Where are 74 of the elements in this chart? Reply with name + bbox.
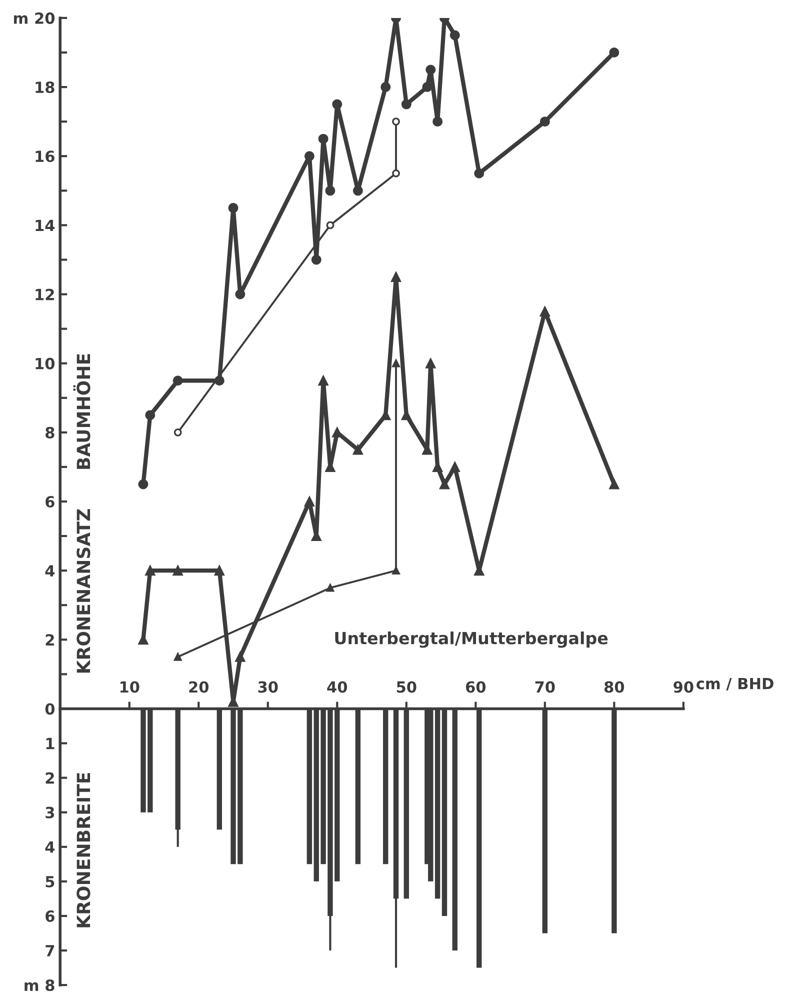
point bbox=[540, 306, 550, 317]
point bbox=[138, 479, 148, 490]
point bbox=[422, 82, 432, 92]
x-tick-label: 20 bbox=[189, 681, 209, 693]
point bbox=[326, 584, 334, 592]
point bbox=[228, 202, 238, 213]
point bbox=[311, 254, 322, 265]
point bbox=[540, 116, 550, 127]
y-tick-label: 4 bbox=[45, 565, 55, 576]
y-tick-label: 3 bbox=[46, 806, 54, 818]
point bbox=[325, 186, 336, 196]
y-tick-label: 7 bbox=[46, 945, 54, 956]
x-tick-label: 80 bbox=[604, 681, 624, 693]
y-tick-label: 2 bbox=[46, 772, 54, 784]
point bbox=[391, 272, 402, 282]
point bbox=[380, 82, 391, 92]
point bbox=[401, 99, 412, 110]
point bbox=[432, 116, 443, 127]
point bbox=[392, 359, 400, 368]
y-tick-label: 0 bbox=[45, 703, 55, 715]
annotation: Unterbergtal/Mutterbergalpe bbox=[335, 632, 608, 648]
y-tick-label: 4 bbox=[45, 842, 55, 853]
y-tick-label: 18 bbox=[36, 82, 54, 94]
point bbox=[318, 134, 328, 144]
point bbox=[326, 221, 334, 230]
point bbox=[172, 566, 183, 576]
point bbox=[174, 652, 182, 661]
point bbox=[145, 566, 156, 576]
y-tick-label: 2 bbox=[46, 634, 54, 646]
point bbox=[145, 410, 156, 420]
y-tick-label: 10 bbox=[36, 358, 55, 370]
annotation: BAUMHÖHE bbox=[73, 354, 90, 469]
x-tick-label: 40 bbox=[327, 681, 348, 693]
y-tick-label: 8 bbox=[46, 426, 54, 438]
point bbox=[450, 30, 460, 40]
point bbox=[426, 358, 436, 368]
x-axis-title: cm / BHD bbox=[696, 678, 774, 691]
x-tick-label: 70 bbox=[535, 681, 555, 693]
point bbox=[235, 652, 246, 662]
point bbox=[172, 376, 183, 386]
point bbox=[352, 444, 363, 455]
x-tick-label: 60 bbox=[466, 681, 486, 693]
y-tick-label: 12 bbox=[36, 288, 54, 300]
y-tick-label: 16 bbox=[36, 150, 54, 162]
annotation: KRONENBREITE bbox=[76, 773, 90, 928]
x-tick-label: 50 bbox=[396, 681, 416, 693]
annotation: KRONENANSATZ bbox=[76, 509, 90, 673]
x-tick-label: 10 bbox=[120, 681, 140, 693]
y-tick-label: 6 bbox=[46, 496, 54, 508]
point bbox=[609, 48, 620, 58]
y-tick-label: m 20 bbox=[14, 12, 55, 24]
point bbox=[235, 289, 246, 300]
point bbox=[318, 376, 328, 386]
point bbox=[352, 186, 363, 196]
point bbox=[214, 566, 224, 576]
y-tick-label: 14 bbox=[36, 220, 55, 231]
point bbox=[174, 428, 182, 436]
y-tick-label: 5 bbox=[46, 876, 54, 888]
point bbox=[439, 479, 450, 490]
point bbox=[426, 64, 436, 75]
y-tick-label: 1 bbox=[46, 738, 54, 750]
y-tick-label: 6 bbox=[46, 910, 54, 922]
y-tick-label: m 8 bbox=[24, 979, 54, 992]
x-tick-label: 30 bbox=[258, 681, 278, 693]
point bbox=[304, 151, 314, 162]
point bbox=[392, 566, 400, 575]
point bbox=[392, 169, 400, 178]
point bbox=[450, 462, 460, 472]
point bbox=[304, 496, 314, 506]
point bbox=[392, 118, 400, 126]
x-tick-label: 90 bbox=[674, 681, 694, 693]
point bbox=[609, 479, 620, 490]
point bbox=[332, 99, 342, 110]
point bbox=[474, 168, 484, 178]
